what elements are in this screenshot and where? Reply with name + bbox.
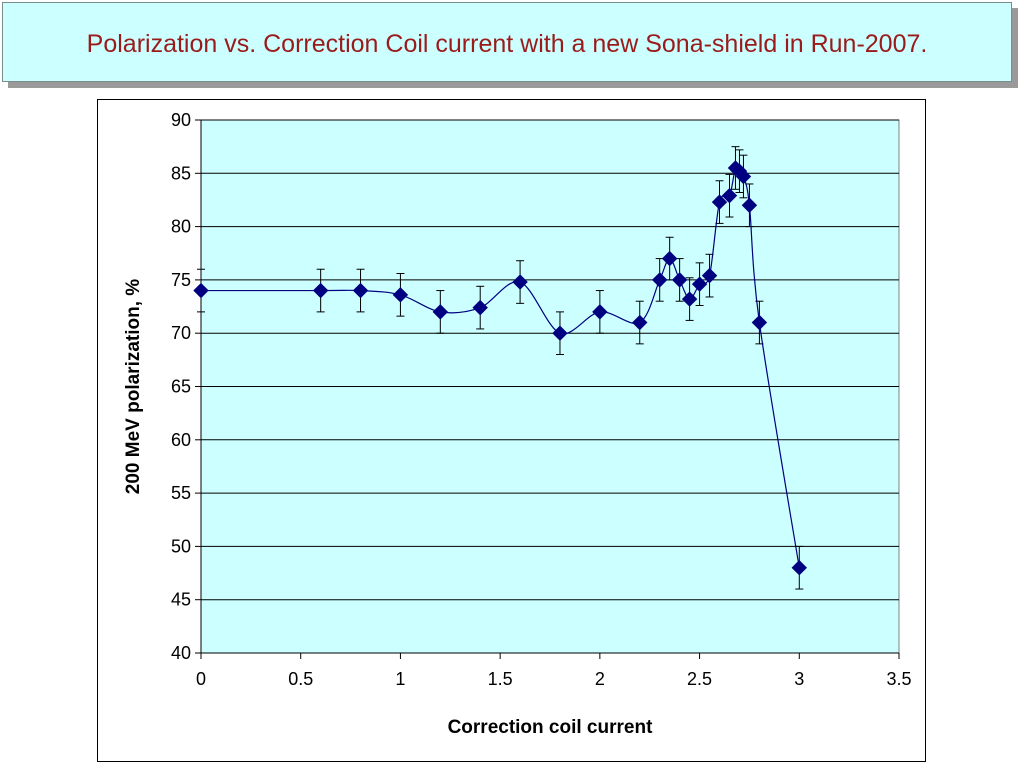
axes (195, 119, 900, 659)
x-tick-label: 1.5 (488, 669, 513, 689)
y-tick-label: 65 (171, 377, 191, 397)
y-tick-label: 45 (171, 590, 191, 610)
y-tick-label: 90 (171, 110, 191, 130)
x-tick-label: 2 (595, 669, 605, 689)
data-point-marker (312, 282, 329, 299)
y-tick-label: 75 (171, 270, 191, 290)
polarization-chart: 40 45 50 55 60 65 70 75 80 85 90 0 0.5 1 1.5 2 2.5 3 3.5 C… (123, 110, 912, 738)
y-tick-label: 40 (171, 643, 191, 663)
data-point-marker (711, 194, 728, 210)
y-tick-label: 55 (171, 483, 191, 503)
error-bars (197, 146, 804, 590)
y-tick-label: 70 (171, 323, 191, 343)
data-point-marker (552, 325, 568, 341)
y-tick-label: 80 (171, 217, 191, 237)
data-point-marker (661, 250, 678, 267)
slide-title: Polarization vs. Correction Coil current… (86, 30, 928, 58)
data-point-marker (632, 314, 648, 331)
data-point-marker (432, 304, 449, 320)
data-point-marker (651, 272, 668, 288)
data-point-marker (735, 168, 752, 185)
title-banner: Polarization vs. Correction Coil current… (2, 2, 1012, 82)
x-axis-title: Correction coil current (448, 717, 653, 738)
data-point-marker (671, 272, 688, 288)
data-point-marker (472, 299, 488, 316)
y-tick-label: 60 (171, 430, 191, 450)
data-markers (193, 160, 807, 576)
y-axis-title: 200 MeV polarization, % (123, 279, 144, 494)
data-point-marker (751, 314, 768, 331)
data-point-marker (512, 274, 528, 290)
x-tick-label: 1 (395, 669, 405, 689)
x-tick-label: 3.5 (886, 669, 911, 689)
data-point-marker (791, 560, 807, 576)
data-point-marker (352, 282, 369, 299)
x-tick-label: 3 (794, 669, 804, 689)
x-tick-label: 0 (196, 669, 206, 689)
data-point-marker (681, 291, 698, 307)
data-point-marker (701, 267, 718, 284)
data-point-marker (392, 287, 409, 303)
x-tick-label: 2.5 (687, 669, 712, 689)
gridlines (201, 119, 899, 601)
data-point-marker (193, 282, 209, 299)
data-point-marker (741, 197, 758, 213)
tick-labels: 40 45 50 55 60 65 70 75 80 85 90 0 0.5 1 1.5 2 2.5 3 3.5 (171, 110, 912, 689)
y-tick-label: 85 (171, 163, 191, 183)
data-point-marker (592, 304, 608, 320)
y-tick-label: 50 (171, 536, 191, 556)
data-point-marker (691, 276, 708, 292)
x-tick-label: 0.5 (288, 669, 313, 689)
data-point-marker (721, 187, 738, 204)
